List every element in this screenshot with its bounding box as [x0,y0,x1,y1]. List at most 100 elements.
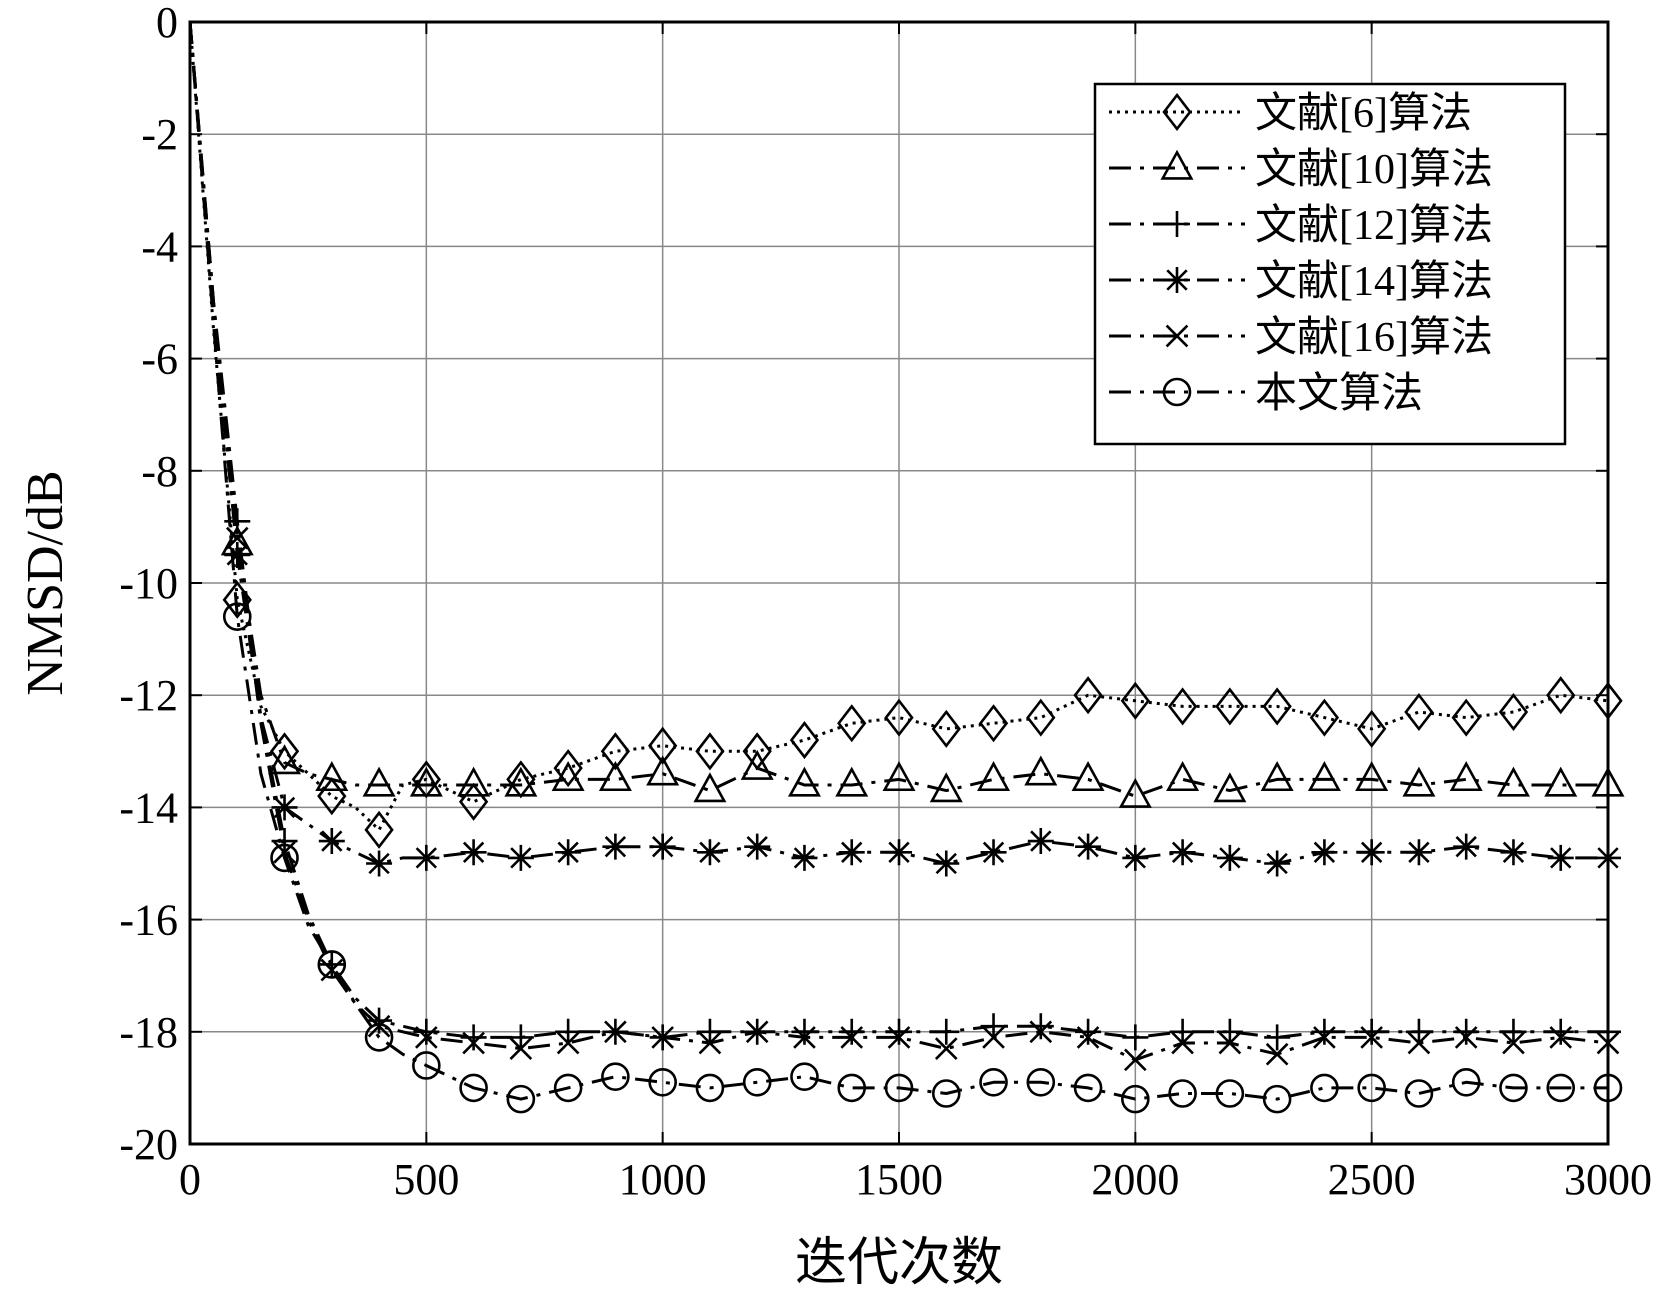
series-line-6 [188,21,1608,1101]
data-point-circle [931,1079,961,1108]
data-point-x [225,526,249,550]
data-point-asterisk [1075,833,1102,860]
data-point-triangle [1118,777,1152,808]
data-point-diamond [600,732,631,771]
data-point-circle [884,1073,914,1103]
data-point-plus [1500,1018,1527,1045]
data-point-triangle [646,755,680,786]
y-tick-label: -20 [119,1120,178,1169]
y-tick-label: -4 [141,222,178,271]
x-tick-label: 2500 [1328,1155,1416,1204]
y-tick-label: -16 [119,896,178,945]
data-point-x [1265,1042,1289,1066]
data-point-diamond [1451,698,1481,737]
data-point-asterisk [696,839,723,866]
series-4 [188,21,1621,877]
data-point-plus [1216,1018,1243,1045]
data-point-circle [317,950,347,979]
data-point-circle [1262,1084,1292,1114]
data-point-plus [1027,1013,1054,1040]
data-point-plus [1358,1018,1385,1045]
data-point-plus [1405,1018,1432,1045]
data-point-diamond [1026,698,1056,737]
data-point-diamond [1215,687,1245,726]
data-point-triangle [929,772,963,803]
data-point-asterisk [1547,844,1574,871]
data-point-triangle [1544,766,1578,797]
y-tick-label: 0 [156,0,178,47]
data-point-plus [1311,1018,1338,1045]
data-point-asterisk [1311,839,1338,866]
data-point-x [1171,1031,1194,1055]
legend-label: 文献[14]算法 [1255,258,1493,305]
x-tick-label: 3000 [1564,1155,1652,1204]
data-point-diamond [1262,687,1292,726]
data-point-asterisk [224,541,251,568]
data-point-plus [1547,1018,1574,1045]
data-point-circle [270,843,299,873]
data-point-plus [838,1018,865,1045]
series-line-5 [188,21,1609,1062]
data-point-diamond [1498,692,1529,732]
legend-label: 文献[10]算法 [1255,146,1493,193]
data-point-asterisk [1358,839,1385,866]
data-point-asterisk [1216,844,1243,871]
data-point-triangle [1260,761,1294,792]
x-tick-label: 0 [179,1155,201,1204]
data-point-asterisk [413,844,440,871]
data-point-triangle [1071,761,1105,792]
data-point-diamond [1546,676,1576,715]
data-point-diamond [1404,692,1434,732]
legend-marker-asterisk [1164,267,1190,293]
legend-marker-circle [1162,377,1192,407]
data-point-x [1029,1020,1053,1044]
data-point-circle [648,1067,677,1097]
data-point-circle [742,1067,772,1097]
data-point-asterisk [1453,833,1480,860]
data-point-asterisk [1169,839,1196,866]
data-point-x [745,1020,769,1044]
data-point-asterisk [555,839,582,866]
data-point-plus [791,1018,818,1045]
data-point-circle [1026,1067,1056,1097]
data-point-diamond [648,726,678,765]
data-point-x [604,1020,627,1044]
data-point-triangle [1402,766,1436,797]
series-5 [188,21,1620,1072]
data-point-asterisk [980,839,1007,866]
data-point-plus [886,1018,912,1045]
data-point-x [934,1037,958,1060]
data-point-x [462,1031,485,1055]
legend-marker-triangle [1160,149,1194,180]
data-point-x [1549,1026,1573,1049]
data-point-plus [1169,1018,1196,1045]
data-point-asterisk [838,839,865,866]
data-point-circle [1357,1073,1386,1103]
data-point-diamond [789,721,820,760]
data-point-plus [318,951,345,978]
legend-label: 文献[16]算法 [1255,314,1493,361]
data-point-circle [1404,1079,1434,1108]
legend-marker-x [1165,324,1189,348]
data-point-asterisk [1405,839,1432,866]
data-point-circle [1451,1067,1481,1097]
axes: 0 500 1000 1500 2000 2500 3000 0 -2 -4 -6 -8 -10 -12 -… [119,0,1652,1204]
data-point-triangle [1496,766,1530,797]
data-point-asterisk [649,833,676,860]
data-point-circle [1546,1073,1576,1103]
data-point-triangle [315,761,349,792]
data-point-x [1502,1031,1525,1055]
data-point-plus [555,1018,582,1045]
data-point-triangle [693,772,727,803]
data-point-asterisk [1122,844,1149,871]
data-point-circle [459,1073,488,1103]
data-point-circle [506,1084,536,1114]
x-tick-label: 500 [393,1155,459,1204]
y-tick-label: -8 [141,447,178,496]
data-point-triangle [598,761,632,792]
data-point-circle [695,1073,725,1103]
data-point-triangle [1307,761,1341,792]
data-point-asterisk [933,850,960,877]
data-point-plus [507,1024,534,1051]
